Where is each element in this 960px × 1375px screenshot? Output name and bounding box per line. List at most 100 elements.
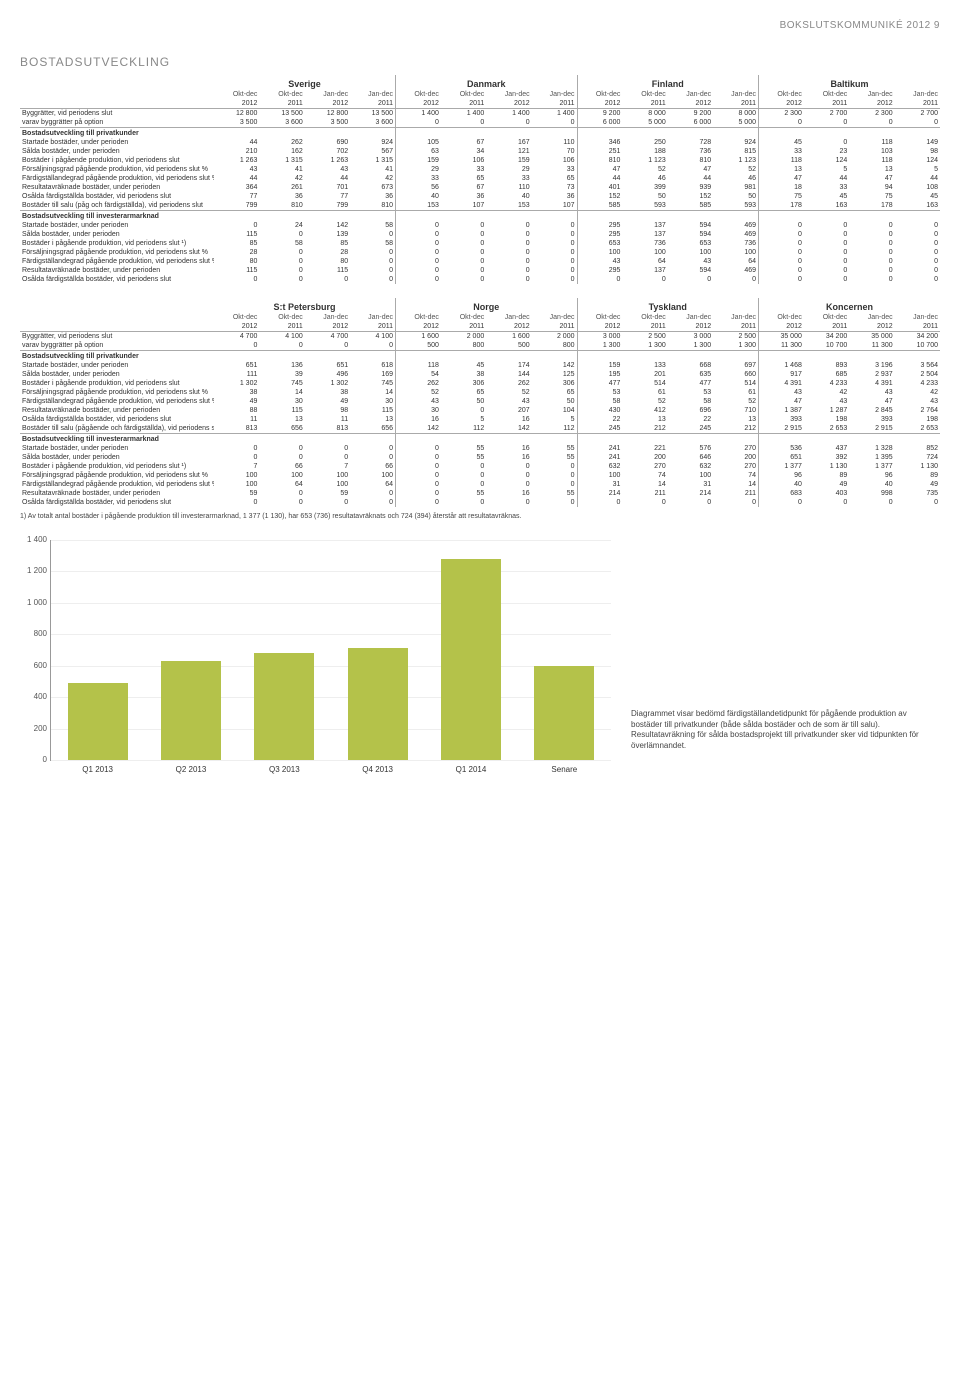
data-cell: 18 [759, 183, 804, 192]
data-cell: 646 [668, 453, 713, 462]
data-cell: 651 [759, 453, 804, 462]
data-cell: 212 [622, 424, 667, 434]
data-cell: 13 [350, 415, 395, 424]
data-cell: 100 [305, 480, 350, 489]
data-cell: 45 [804, 192, 849, 201]
data-cell: 77 [305, 192, 350, 201]
data-cell: 139 [305, 230, 350, 239]
data-cell: 59 [305, 489, 350, 498]
year-header: 2011 [622, 99, 667, 109]
data-cell: 745 [350, 379, 395, 388]
data-cell: 0 [441, 248, 486, 257]
data-cell: 245 [577, 424, 622, 434]
data-cell: 14 [622, 480, 667, 489]
data-cell: 0 [486, 221, 531, 230]
data-cell: 30 [259, 397, 304, 406]
period-header: Jan-dec [895, 313, 940, 322]
data-cell: 45 [895, 192, 940, 201]
data-cell: 0 [259, 266, 304, 275]
data-cell: 106 [441, 156, 486, 165]
data-cell: 1 377 [759, 462, 804, 471]
year-header: 2011 [259, 322, 304, 332]
data-cell: 61 [713, 388, 758, 397]
data-cell: 469 [713, 221, 758, 230]
data-cell: 74 [713, 471, 758, 480]
year-header: 2012 [214, 322, 259, 332]
row-label: Resultatavräknade bostäder, under period… [20, 406, 214, 415]
data-cell: 35 000 [759, 332, 804, 342]
data-cell: 1 123 [713, 156, 758, 165]
data-cell: 100 [668, 248, 713, 257]
data-cell: 100 [214, 480, 259, 489]
data-cell: 98 [895, 147, 940, 156]
data-cell: 133 [622, 361, 667, 370]
data-cell: 1 302 [214, 379, 259, 388]
data-cell: 0 [849, 239, 894, 248]
period-header: Okt-dec [214, 90, 259, 99]
data-cell: 0 [532, 266, 577, 275]
data-cell: 80 [305, 257, 350, 266]
data-cell: 178 [849, 201, 894, 211]
year-header: 2011 [622, 322, 667, 332]
year-header: 2011 [804, 99, 849, 109]
data-cell: 673 [350, 183, 395, 192]
period-header: Jan-dec [486, 90, 531, 99]
row-label: Sålda bostäder, under perioden [20, 147, 214, 156]
year-header: 2011 [532, 99, 577, 109]
year-header: 2011 [350, 99, 395, 109]
data-cell: 724 [895, 453, 940, 462]
data-cell: 939 [668, 183, 713, 192]
data-cell: 0 [441, 266, 486, 275]
row-label: Startade bostäder, under perioden [20, 444, 214, 453]
data-cell: 0 [259, 248, 304, 257]
data-cell: 43 [396, 397, 441, 406]
year-header: 2011 [713, 322, 758, 332]
data-cell: 0 [214, 498, 259, 507]
data-cell: 0 [396, 230, 441, 239]
data-cell: 42 [804, 388, 849, 397]
data-cell: 0 [486, 118, 531, 128]
data-cell: 1 377 [849, 462, 894, 471]
data-cell: 13 [759, 165, 804, 174]
data-cell: 46 [713, 174, 758, 183]
data-cell: 4 700 [305, 332, 350, 342]
year-header: 2012 [668, 322, 713, 332]
data-cell: 136 [259, 361, 304, 370]
group-header: Baltikum [759, 75, 941, 90]
data-cell: 3 000 [577, 332, 622, 342]
year-header: 2011 [441, 322, 486, 332]
data-cell: 36 [259, 192, 304, 201]
row-label: Försäljningsgrad pågående produktion, vi… [20, 388, 214, 397]
data-cell: 44 [895, 174, 940, 183]
data-cell: 52 [396, 388, 441, 397]
row-label: Sålda bostäder, under perioden [20, 453, 214, 462]
data-cell: 188 [622, 147, 667, 156]
data-cell: 58 [350, 239, 395, 248]
data-cell: 142 [532, 361, 577, 370]
data-cell: 0 [486, 257, 531, 266]
period-header: Jan-dec [668, 313, 713, 322]
data-cell: 0 [486, 275, 531, 284]
data-cell: 13 [622, 415, 667, 424]
data-cell: 38 [441, 370, 486, 379]
data-cell: 65 [532, 388, 577, 397]
data-cell: 0 [895, 230, 940, 239]
data-cell: 0 [305, 275, 350, 284]
data-cell: 100 [350, 471, 395, 480]
year-header: 2012 [396, 322, 441, 332]
data-cell: 2 300 [759, 109, 804, 119]
data-cell: 100 [577, 471, 622, 480]
data-cell: 813 [214, 424, 259, 434]
data-cell: 0 [441, 239, 486, 248]
year-header: 2012 [849, 322, 894, 332]
data-cell: 55 [532, 489, 577, 498]
y-tick-label: 1 400 [21, 535, 47, 544]
data-cell: 393 [849, 415, 894, 424]
data-cell: 0 [396, 462, 441, 471]
data-cell: 16 [396, 415, 441, 424]
period-header: Jan-dec [532, 313, 577, 322]
data-cell: 0 [441, 406, 486, 415]
y-tick-label: 1 000 [21, 598, 47, 607]
year-header: 2012 [577, 99, 622, 109]
x-tick-label: Q1 2014 [436, 765, 506, 774]
